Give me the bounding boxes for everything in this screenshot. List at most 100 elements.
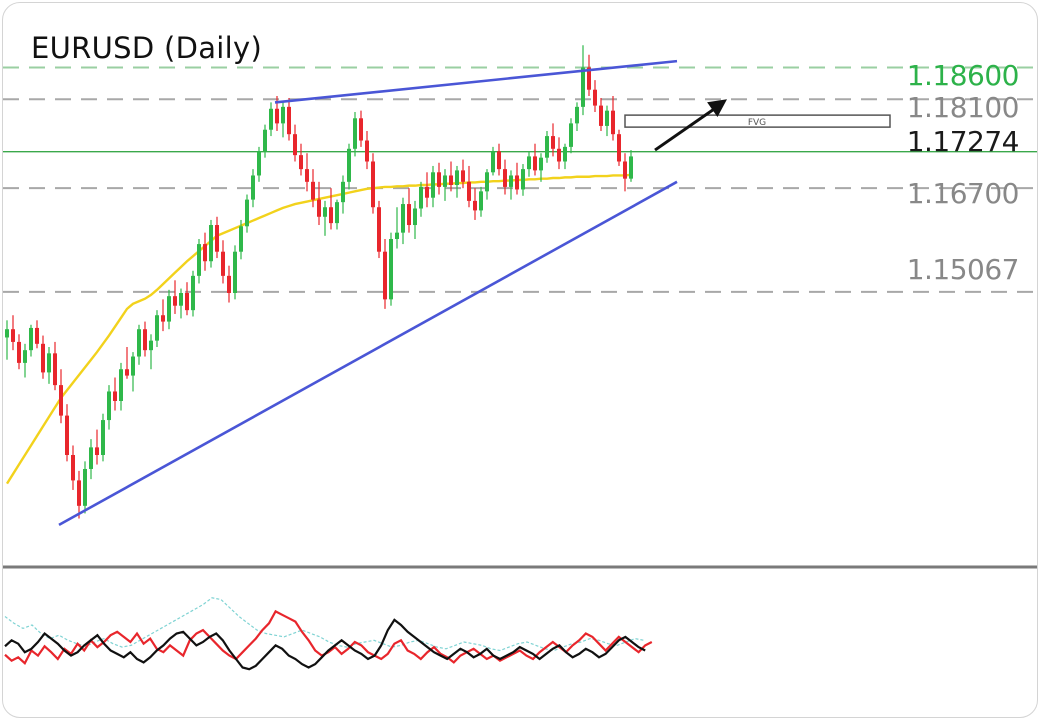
candle-body — [611, 110, 615, 135]
candle-body — [347, 148, 351, 182]
candle-body — [47, 353, 51, 373]
candle-body — [275, 108, 279, 124]
candle-body — [515, 175, 519, 190]
candle-body — [617, 134, 621, 162]
candle-body — [539, 157, 543, 171]
candle-body — [71, 455, 75, 481]
oscillator-signal-line — [4, 597, 645, 652]
candle-body — [167, 296, 171, 322]
candle-body — [299, 155, 303, 170]
candle-body — [101, 420, 105, 455]
candle-body — [281, 106, 285, 124]
candle-body — [251, 175, 255, 200]
candle-body — [449, 175, 453, 185]
candle-body — [227, 275, 231, 293]
candle-body — [137, 329, 141, 357]
candle-body — [371, 161, 375, 208]
level-label-2: 1.18100 — [906, 91, 1020, 124]
candle-body — [431, 172, 435, 198]
candle-body — [503, 169, 507, 187]
candle-body — [209, 225, 213, 262]
candle-body — [191, 275, 195, 311]
candle-body — [41, 343, 45, 373]
chart-title: EURUSD (Daily) — [31, 31, 263, 65]
candle-body — [443, 175, 447, 187]
projection-arrow-head — [707, 99, 727, 117]
candle-body — [473, 200, 477, 211]
candle-body — [353, 118, 357, 149]
candle-body — [341, 181, 345, 203]
candle-body — [311, 181, 315, 200]
level-label-5: 1.15067 — [906, 253, 1020, 286]
candle-body — [425, 186, 429, 198]
candle-body — [365, 140, 369, 162]
candle-body — [53, 353, 57, 386]
candle-body — [401, 204, 405, 233]
candle-body — [233, 251, 237, 293]
candle-body — [293, 134, 297, 156]
candle-body — [467, 181, 471, 201]
level-label-1: 1.18600 — [906, 59, 1020, 92]
candle-body — [89, 447, 93, 469]
candle-body — [65, 415, 69, 455]
fvg-label: FVG — [748, 118, 766, 128]
candle-body — [113, 391, 117, 401]
candle-body — [161, 315, 165, 322]
candle-body — [377, 207, 381, 252]
candle-body — [107, 391, 111, 421]
candle-body — [383, 251, 387, 300]
candle-body — [581, 67, 585, 107]
oscillator-black-line — [4, 618, 646, 671]
candle-body — [323, 207, 327, 217]
candle-body — [329, 207, 333, 224]
candle-body — [587, 67, 591, 90]
candle-body — [221, 251, 225, 276]
candle-body — [599, 105, 603, 126]
candle-body — [143, 329, 147, 351]
candle-body — [551, 136, 555, 149]
candle-body — [131, 356, 135, 376]
candle-body — [419, 186, 423, 209]
candle-body — [629, 156, 633, 179]
candle-body — [455, 170, 459, 185]
level-label-4: 1.16700 — [906, 177, 1020, 210]
candle-body — [245, 199, 249, 227]
candle-body — [59, 385, 63, 416]
candle-body — [497, 151, 501, 170]
candle-body — [461, 170, 465, 182]
candle-body — [77, 480, 81, 506]
candle-body — [239, 226, 243, 252]
candle-body — [95, 447, 99, 455]
candle-body — [215, 225, 219, 252]
candle-body — [533, 156, 537, 171]
candle-body — [317, 199, 321, 217]
candle-body — [269, 108, 273, 130]
candle-body — [263, 129, 267, 152]
candle-body — [485, 172, 489, 192]
candle-body — [395, 232, 399, 239]
candle-body — [35, 327, 39, 344]
candle-body — [155, 315, 159, 341]
candle-body — [179, 293, 183, 306]
candle-body — [119, 369, 123, 401]
candle-body — [17, 341, 21, 363]
candle-body — [305, 169, 309, 182]
projection-arrow-line — [654, 103, 722, 152]
candlestick-chart: FVG — [3, 45, 1037, 671]
candle-body — [173, 296, 177, 306]
trendline-support — [58, 180, 678, 527]
candle-body — [527, 156, 531, 170]
candle-body — [29, 327, 33, 351]
candle-body — [521, 169, 525, 190]
candle-body — [593, 89, 597, 106]
candle-body — [23, 350, 27, 363]
candle-body — [569, 123, 573, 147]
candle-body — [389, 239, 393, 300]
oscillator-red-line — [4, 609, 653, 666]
candle-body — [479, 191, 483, 211]
candle-body — [83, 468, 87, 506]
candle-body — [149, 340, 153, 351]
candle-body — [125, 369, 129, 376]
candle-body — [605, 110, 609, 126]
